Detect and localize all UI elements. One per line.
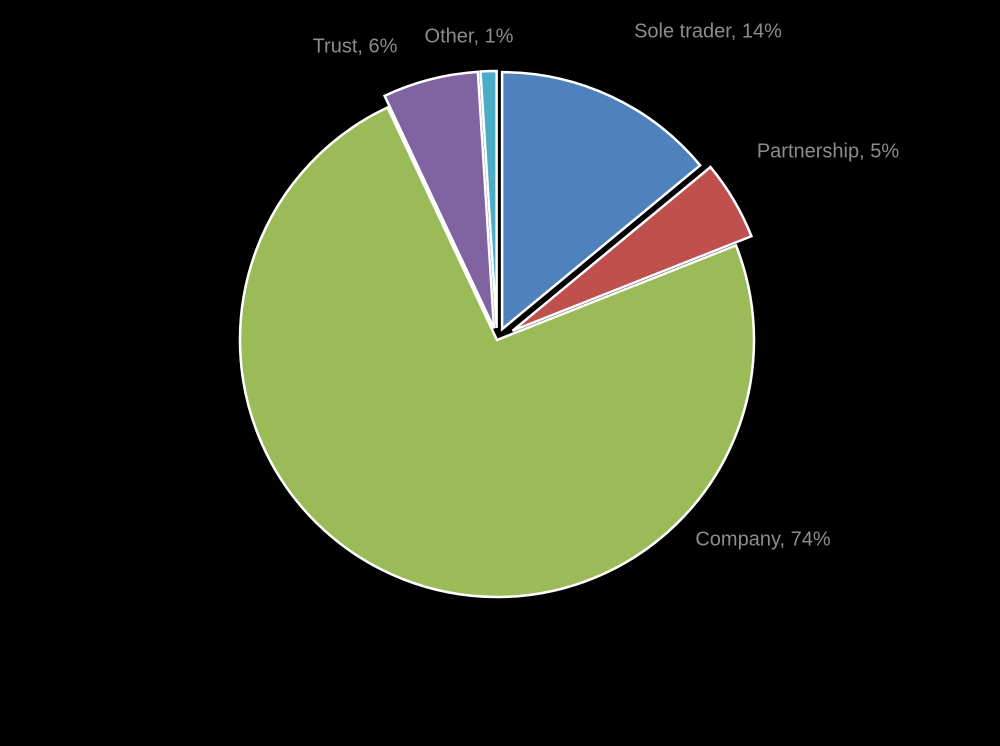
- data-label: Partnership, 5%: [757, 140, 900, 162]
- data-label: Trust, 6%: [313, 35, 398, 57]
- pie-slice: [511, 165, 754, 332]
- pie-slice: [479, 69, 498, 329]
- data-label: Sole trader, 14%: [634, 20, 782, 42]
- pie-slice: [382, 70, 496, 329]
- data-label: Company, 74%: [695, 528, 830, 550]
- data-label: Other, 1%: [425, 25, 514, 47]
- pie-slice: [238, 105, 756, 599]
- pie-slice: [500, 70, 702, 332]
